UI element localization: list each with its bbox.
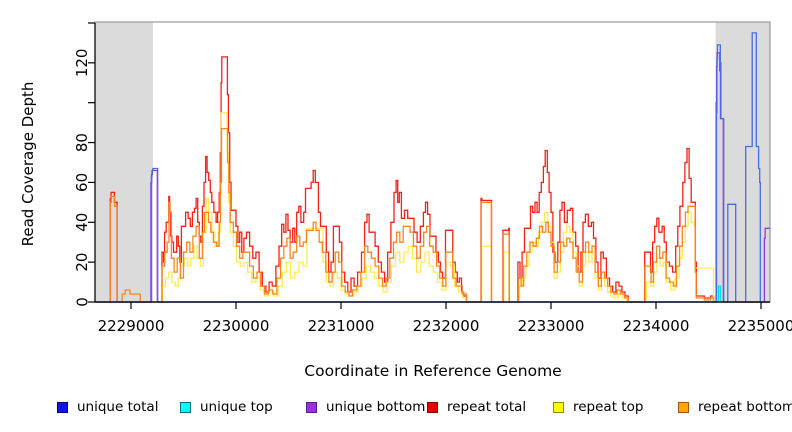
x-tick-label: 2232000: [413, 317, 480, 335]
y-tick-label: 20: [73, 253, 91, 272]
shaded-region: [95, 22, 153, 302]
legend-label: unique total: [77, 399, 159, 415]
series-unique-top: [95, 285, 770, 303]
legend-label: repeat total: [447, 399, 527, 415]
legend-label: unique bottom: [326, 399, 426, 415]
legend-item-repeat-total: repeat total: [427, 398, 526, 416]
y-tick-label: 60: [73, 173, 91, 192]
legend-swatch-icon: [180, 401, 191, 413]
legend-swatch-icon: [57, 401, 68, 413]
plot-box: [94, 21, 771, 303]
legend-swatch-icon: [427, 401, 438, 413]
y-tick-label: 80: [73, 133, 91, 152]
series-repeat-bottom: [95, 127, 770, 303]
legend-item-repeat-top: repeat top: [553, 398, 643, 416]
y-tick-label: 0: [73, 297, 91, 307]
legend-label: unique top: [200, 399, 273, 415]
x-tick-label: 2229000: [98, 317, 165, 335]
legend-label: repeat bottom: [698, 399, 792, 415]
legend-item-unique-bottom: unique bottom: [306, 398, 425, 416]
legend-swatch-icon: [306, 401, 317, 413]
legend-item-repeat-bottom: repeat bottom: [678, 398, 792, 416]
legend-item-unique-total: unique total: [57, 398, 158, 416]
y-tick-label: 40: [73, 213, 91, 232]
series-unique-total: [95, 32, 770, 303]
series-repeat-total: [95, 56, 770, 303]
legend-swatch-icon: [553, 401, 564, 413]
y-tick-label: 120: [73, 49, 91, 78]
legend-swatch-icon: [678, 401, 689, 413]
x-tick-label: 2234000: [623, 317, 690, 335]
legend-label: repeat top: [573, 399, 644, 415]
x-tick-label: 2230000: [203, 317, 270, 335]
legend-item-unique-top: unique top: [180, 398, 273, 416]
x-axis-title: Coordinate in Reference Genome: [304, 362, 562, 380]
x-tick-label: 2233000: [518, 317, 585, 335]
x-tick-label: 2231000: [308, 317, 375, 335]
series-unique-bottom: [95, 52, 770, 303]
legend: unique total unique top unique bottom repea…: [0, 398, 792, 420]
y-axis-title: Read Coverage Depth: [19, 81, 37, 247]
x-tick-label: 2235000: [728, 317, 792, 335]
